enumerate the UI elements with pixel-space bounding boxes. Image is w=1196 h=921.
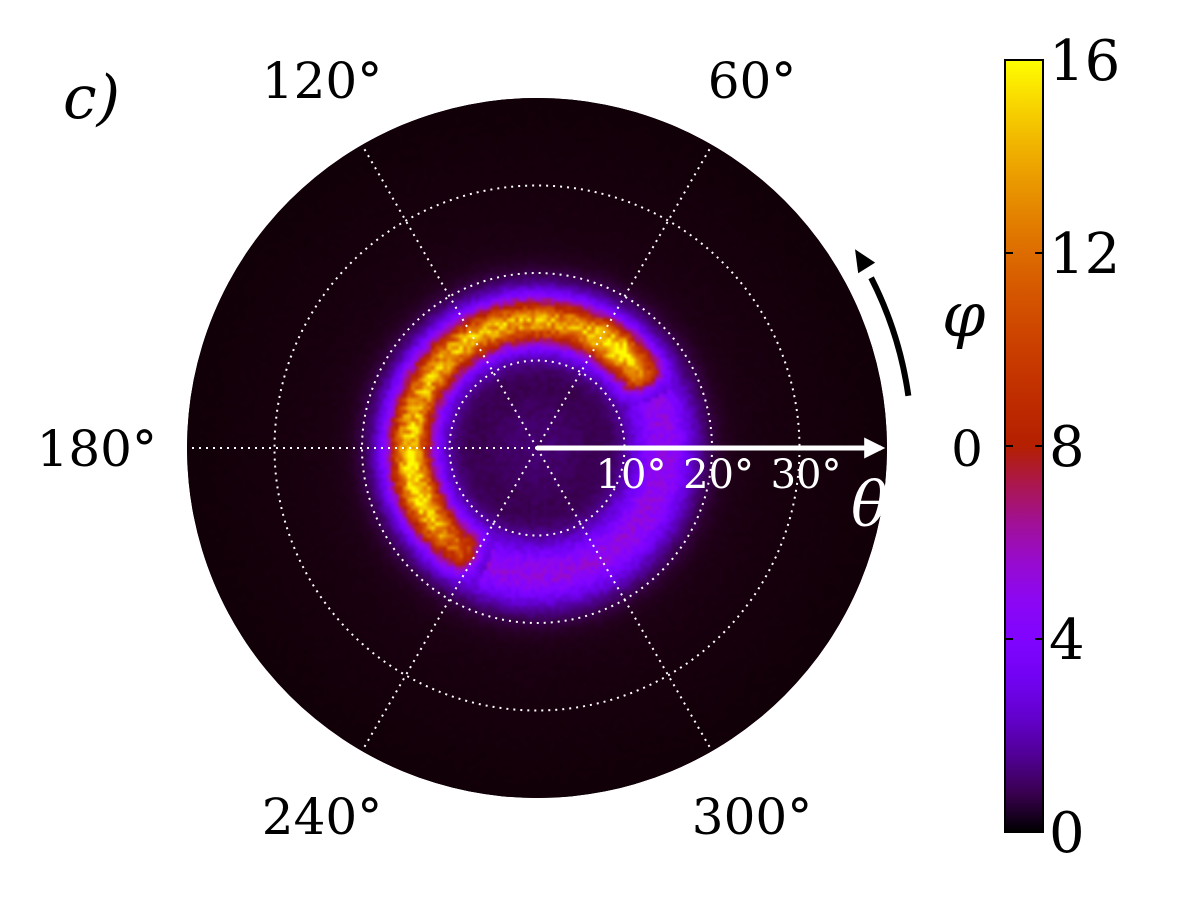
colorbar-tick-label: 16	[1049, 29, 1120, 94]
angular-tick-label: 60°	[708, 52, 797, 110]
theta-symbol: θ	[851, 468, 888, 541]
colorbar-tick-label: 8	[1049, 415, 1085, 480]
panel-label: c)	[63, 63, 120, 133]
angular-tick-labels: 0 60° 120° 180° 240° 300°	[37, 52, 983, 846]
polar-plot: 10° 20° 30° θ	[187, 98, 888, 798]
grid-spoke	[361, 144, 538, 449]
colorbar-ticks: 0 4 8 12 16	[1005, 29, 1120, 866]
grid-spoke	[536, 447, 713, 752]
colorbar-tick-label: 4	[1049, 608, 1085, 673]
radial-tick-labels: 10° 20° 30°	[596, 452, 842, 498]
phi-symbol: φ	[942, 278, 986, 351]
radial-tick-label: 30°	[771, 452, 842, 498]
colorbar-tick-label: 0	[1049, 801, 1085, 866]
phi-arrow-head	[855, 249, 876, 274]
angular-tick-label: 120°	[262, 52, 382, 110]
angular-tick-label: 240°	[262, 788, 382, 846]
angular-tick-label: 180°	[37, 420, 157, 478]
grid-spoke	[536, 144, 713, 449]
colorbar-tick-label: 12	[1049, 222, 1120, 287]
angular-tick-label: 0	[951, 420, 983, 478]
grid-spoke	[361, 447, 538, 752]
radial-tick-label: 20°	[683, 452, 754, 498]
phi-arrow	[868, 276, 912, 397]
radial-tick-label: 10°	[596, 452, 667, 498]
colorbar: 0 4 8 12 16	[1004, 29, 1120, 866]
angular-tick-label: 300°	[692, 788, 812, 846]
